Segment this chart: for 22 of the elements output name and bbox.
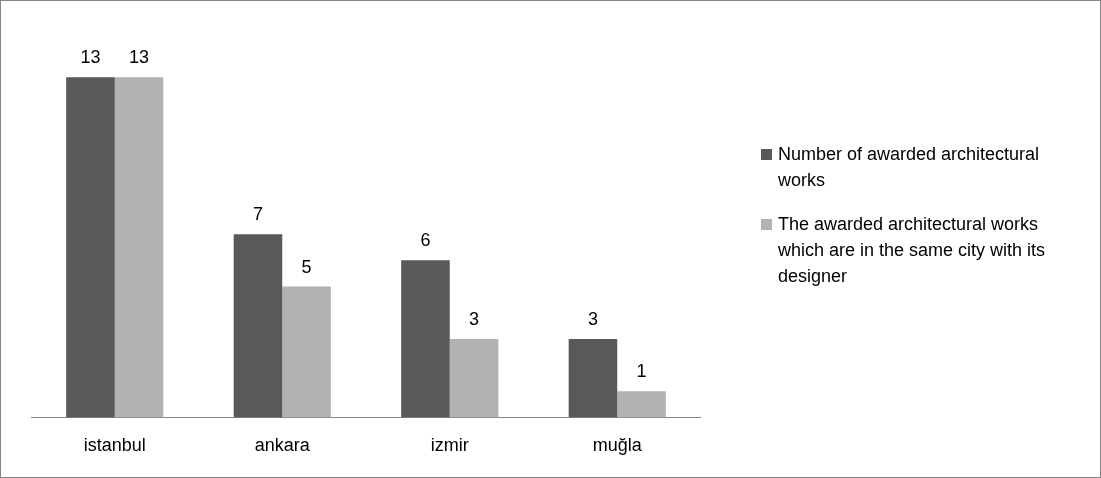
data-label: 7 xyxy=(252,204,263,225)
bar xyxy=(617,391,666,418)
bar xyxy=(282,286,331,418)
bar xyxy=(401,260,450,418)
legend-label: Number of awarded architectural works xyxy=(778,143,1041,192)
data-label: 13 xyxy=(129,47,150,68)
data-label: 5 xyxy=(301,256,312,277)
data-label: 13 xyxy=(80,47,101,68)
data-label: 6 xyxy=(420,230,431,251)
data-label: 1 xyxy=(636,361,647,382)
x-tick-label: ankara xyxy=(254,435,311,456)
bar xyxy=(66,77,115,418)
x-tick-label: muğla xyxy=(592,435,643,456)
x-tick-label: istanbul xyxy=(83,435,146,456)
data-label: 3 xyxy=(469,308,480,329)
legend-label: The awarded architectural works which are in the same city with its designer xyxy=(778,213,1047,288)
bar xyxy=(233,234,283,418)
data-label: 3 xyxy=(587,308,598,329)
bar xyxy=(568,338,618,418)
bar xyxy=(114,77,164,418)
x-tick-label: izmir xyxy=(430,435,469,456)
bar xyxy=(449,338,499,418)
